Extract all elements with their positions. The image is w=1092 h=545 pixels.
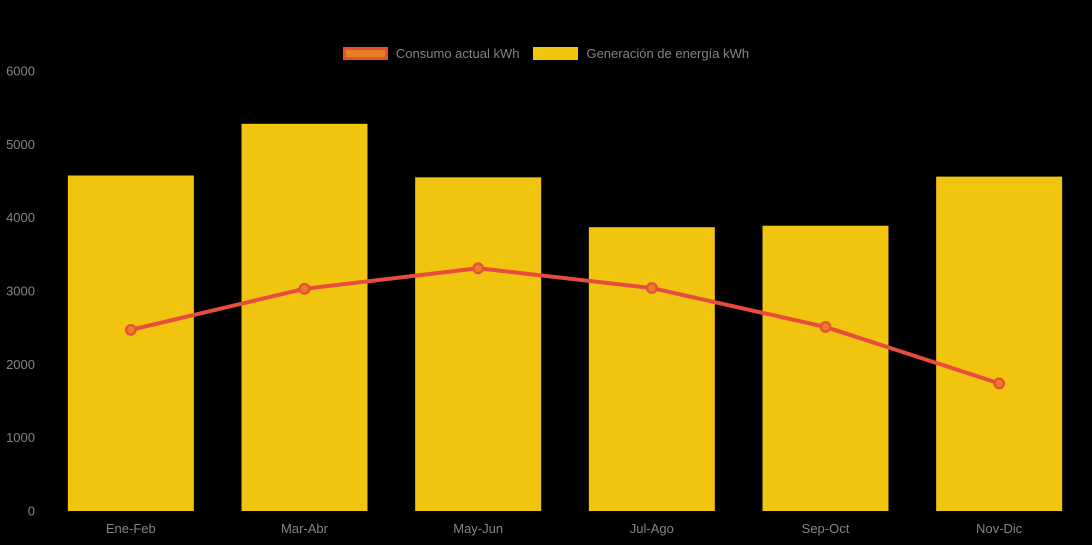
bar-generacion-May-Jun[interactable]: [415, 177, 542, 512]
y-axis-tick-label: 3000: [6, 284, 35, 299]
bar-generacion-Ene-Feb[interactable]: [67, 175, 194, 512]
y-axis-tick-label: 4000: [6, 210, 35, 225]
line-point-Sep-Oct[interactable]: [819, 321, 832, 333]
x-axis-category-label: Nov-Dic: [976, 521, 1023, 536]
legend-swatch-generacion-energia: [533, 47, 579, 60]
line-consumo-actual: [128, 266, 1002, 386]
bar-generacion-Mar-Abr[interactable]: [241, 123, 368, 512]
y-axis-tick-label: 5000: [6, 137, 35, 152]
legend-label-consumo-actual: Consumo actual kWh: [395, 46, 520, 61]
legend-item-consumo-actual[interactable]: Consumo actual kWh: [342, 46, 520, 61]
bar-generacion-Sep-Oct[interactable]: [762, 225, 889, 511]
x-axis-category-label: May-Jun: [453, 521, 503, 536]
line-point-Jul-Ago[interactable]: [645, 282, 658, 294]
legend-label-generacion-energia: Generación de energía kWh: [586, 46, 750, 61]
legend-item-generacion-energia[interactable]: Generación de energía kWh: [533, 47, 749, 60]
y-axis-tick-label: 0: [28, 504, 35, 519]
y-axis-tick-label: 1000: [6, 430, 35, 445]
bar-generacion-Nov-Dic[interactable]: [936, 176, 1063, 511]
line-point-May-Jun[interactable]: [472, 262, 485, 275]
x-axis-category-label: Ene-Feb: [106, 521, 156, 536]
y-axis-tick-label: 2000: [6, 357, 35, 372]
chart-legend: Consumo actual kWh Generación de energía…: [0, 47, 1092, 60]
x-axis-category-label: Mar-Abr: [281, 521, 329, 536]
x-axis-category-label: Sep-Oct: [802, 521, 850, 536]
x-axis-category-label: Jul-Ago: [630, 521, 674, 536]
line-point-Nov-Dic[interactable]: [993, 377, 1006, 390]
bar-generacion-Jul-Ago[interactable]: [588, 227, 715, 511]
line-point-Mar-Abr[interactable]: [298, 282, 311, 295]
y-axis-tick-label: 6000: [6, 64, 35, 79]
line-point-Ene-Feb[interactable]: [124, 323, 137, 336]
legend-swatch-consumo-actual: [342, 47, 388, 60]
